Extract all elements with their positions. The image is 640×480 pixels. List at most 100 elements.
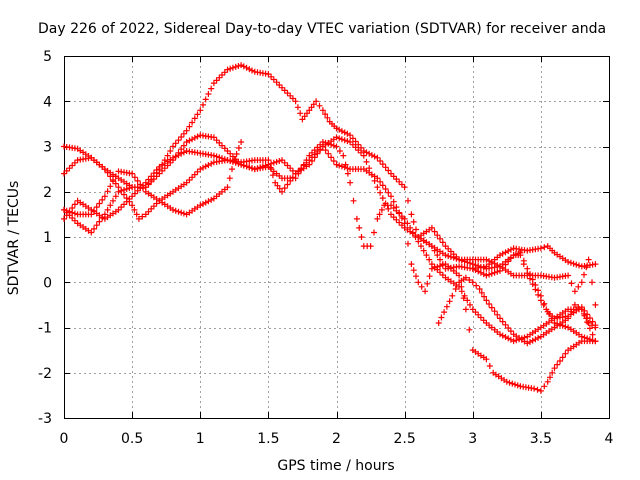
data-point [131,195,133,198]
data-point [328,120,331,123]
data-point [417,236,420,238]
data-point [90,231,93,234]
data-point [76,200,79,202]
data-point [199,204,202,207]
data-point [512,274,515,277]
data-point [533,387,535,390]
data-point [294,100,297,103]
data-point [540,299,542,302]
data-point [308,159,311,161]
data-point [254,159,256,161]
data-point [390,213,392,216]
y-tick-label: 2 [43,185,52,201]
data-point [444,245,447,247]
data-point [472,349,474,351]
data-point [254,168,256,170]
data-point [485,299,488,302]
data-point [553,276,556,279]
y-tick-label: 1 [43,230,52,246]
data-point [308,109,311,112]
x-tick-label: 1.5 [257,431,279,447]
data-point [185,129,188,132]
data-point [410,263,413,265]
y-axis-tick-labels: -3 -2 -1 0 1 2 3 4 5 [38,49,52,427]
data-point [567,261,569,263]
data-point [485,258,488,261]
data-point [546,245,549,247]
data-point [444,254,447,256]
data-point [199,109,202,112]
data-point [254,71,256,73]
data-point [267,163,270,166]
data-point [342,154,345,157]
data-point [519,252,522,254]
y-tick-label: -2 [38,366,52,382]
data-point [213,82,215,84]
data-point [574,290,576,293]
data-point [526,335,529,338]
data-point [117,191,120,193]
data-point [213,136,215,139]
data-point [458,281,460,284]
data-point [567,326,569,329]
x-tick-label: 4 [605,431,614,447]
series-arc-1 [61,132,599,345]
data-point [363,154,365,157]
data-point [90,157,93,159]
data-point [594,340,597,342]
data-point [315,100,317,103]
data-point [444,263,447,265]
data-point [63,172,65,175]
data-point [76,159,79,161]
data-point [485,265,488,268]
data-point [76,222,79,225]
data-point [349,168,351,170]
plot-area [61,62,599,394]
data-point [281,191,283,193]
data-point [63,209,65,211]
x-tick-label: 1 [196,431,205,447]
data-point [240,64,242,66]
grid-lines [64,56,609,418]
data-point [431,267,433,270]
data-point [213,161,215,164]
data-point [158,166,161,168]
data-point [390,172,392,175]
data-point [104,218,106,220]
data-point [431,245,433,247]
data-point [540,390,542,392]
data-point [104,168,106,170]
data-point [472,267,474,270]
data-point [185,141,188,143]
data-point [444,276,447,279]
data-point [417,281,420,284]
data-point [458,258,460,261]
data-point [553,322,556,324]
data-point [267,73,270,75]
data-point [506,381,508,383]
data-point [376,218,379,220]
series-markers [61,134,599,345]
data-point [594,263,597,265]
data-point [131,204,133,207]
data-point [587,322,590,324]
data-point [369,245,372,247]
data-point [363,168,365,170]
data-point [172,209,174,211]
data-point [465,308,467,311]
data-point [512,333,515,336]
data-point [158,200,161,202]
x-tick-label: 0.5 [121,431,143,447]
data-point [390,204,392,207]
data-point [581,335,583,338]
data-point [424,290,426,293]
data-point [472,281,474,284]
data-point [478,288,481,290]
data-point [185,213,188,216]
data-point [574,304,576,306]
data-point [172,157,174,159]
data-point [267,159,270,161]
data-point [410,213,413,216]
data-point [131,172,133,175]
data-point [472,263,474,265]
